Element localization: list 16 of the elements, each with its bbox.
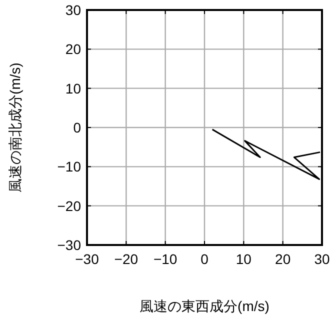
y-tick-label: −10 — [57, 158, 82, 175]
x-tick-label: 20 — [275, 251, 291, 267]
y-tick-label: 0 — [73, 120, 82, 136]
x-tick-label: −30 — [75, 251, 100, 267]
x-tick-label: 10 — [236, 251, 252, 267]
x-tick-label: 30 — [314, 251, 330, 267]
x-tick-label: −10 — [153, 251, 178, 267]
x-tick-label: 0 — [200, 251, 209, 267]
y-tick-label: −30 — [57, 237, 82, 253]
x-tick-label: −20 — [114, 251, 138, 267]
y-tick-label: 10 — [65, 80, 82, 96]
x-axis-title: 風速の東西成分(m/s) — [140, 298, 270, 314]
y-tick-label: 30 — [65, 2, 82, 18]
y-tick-label: 20 — [65, 41, 82, 58]
y-axis-title: 風速の南北成分(m/s) — [7, 62, 23, 192]
y-tick-label: −20 — [57, 198, 82, 214]
